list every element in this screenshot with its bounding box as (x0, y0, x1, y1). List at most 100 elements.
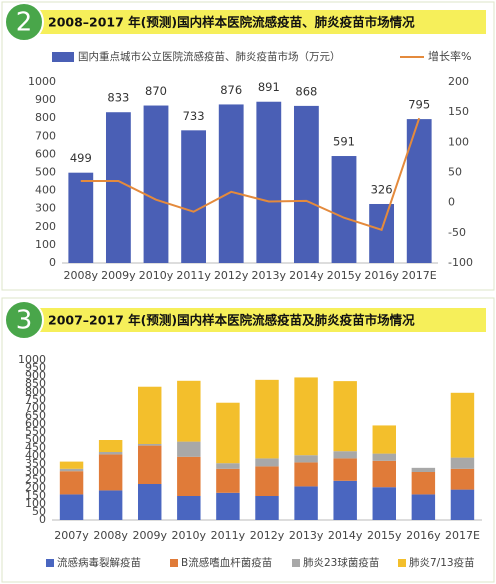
bar-segment (59, 461, 84, 469)
bar-segment (138, 445, 162, 484)
chart-title: 2007–2017 年(预测)国内样本医院流感疫苗及肺炎疫苗市场情况 (48, 313, 415, 328)
value-label: 876 (220, 83, 242, 97)
bar-segment (98, 454, 123, 491)
panel (1, 297, 495, 583)
y-tick-label: 200 (448, 75, 469, 88)
x-tick-label: 2007y (54, 529, 89, 542)
value-label: 833 (107, 91, 129, 105)
chart-title: 2008–2017 年(预测)国内样本医院流感疫苗、肺炎疫苗市场情况 (48, 15, 415, 30)
value-label: 795 (408, 98, 430, 112)
bar-segment (411, 494, 436, 520)
bar-segment (177, 380, 201, 442)
y-tick-label: 900 (25, 369, 46, 382)
bar (105, 112, 131, 264)
badge: 2 (16, 8, 33, 38)
y-tick-label: 700 (35, 129, 56, 142)
y-tick-label: 600 (25, 417, 46, 430)
bar-segment (372, 425, 396, 454)
legend-label: 增长率% (428, 49, 471, 63)
bar-segment (255, 458, 279, 467)
bar-segment (294, 455, 318, 463)
y-tick-label: 850 (25, 377, 46, 390)
y-tick-label: 800 (25, 385, 46, 398)
bar-segment (450, 457, 475, 469)
x-tick-label: 2015y (327, 269, 362, 282)
bar-segment (98, 490, 123, 520)
bar-segment (138, 386, 162, 444)
y-tick-label: -50 (448, 226, 466, 239)
x-tick-label: 2010y (139, 269, 174, 282)
value-label: 891 (258, 80, 280, 94)
bar (256, 101, 282, 263)
badge-circle (4, 300, 44, 340)
x-tick-label: 2017E (445, 529, 480, 542)
badge-circle (4, 2, 44, 42)
bar (331, 156, 357, 263)
bar-segment (333, 451, 357, 459)
value-label: 591 (333, 135, 355, 149)
y-tick-label: 800 (35, 111, 56, 124)
bar (369, 203, 395, 263)
y-tick-label: 650 (25, 409, 46, 422)
y-tick-label: -100 (448, 256, 473, 269)
legend-label: 肺炎7/13疫苗 (409, 556, 475, 569)
legend-label: 国内重点城市公立医院流感疫苗、肺炎疫苗市场（万元） (78, 50, 341, 63)
x-tick-label: 2012y (250, 529, 285, 542)
x-tick-label: 2009y (101, 269, 136, 282)
y-tick-label: 350 (25, 457, 46, 470)
legend-label: B流感嗜血杆菌疫苗 (181, 556, 272, 569)
bar-segment (216, 468, 240, 493)
bar (293, 105, 319, 263)
bar-segment (177, 496, 201, 520)
bar-segment (450, 392, 475, 458)
y-tick-label: 250 (25, 473, 46, 486)
bar-segment (411, 472, 436, 495)
x-tick-label: 2013y (252, 269, 287, 282)
x-tick-label: 2012y (214, 269, 249, 282)
bar-segment (216, 402, 240, 464)
y-tick-label: 400 (25, 449, 46, 462)
y-tick-label: 500 (35, 166, 56, 179)
value-label: 733 (183, 109, 205, 123)
x-tick-label: 2016y (406, 529, 441, 542)
value-label: 326 (371, 182, 393, 196)
bar-segment (372, 460, 396, 488)
y-tick-label: 100 (25, 497, 46, 510)
legend-swatch (46, 559, 54, 567)
y-tick-label: 50 (32, 505, 46, 518)
legend-swatch (398, 559, 406, 567)
bar-segment (177, 456, 201, 496)
badge: 3 (16, 306, 33, 336)
y-tick-label: 0 (39, 513, 46, 526)
y-tick-label: 1000 (28, 75, 56, 88)
bar (406, 119, 432, 263)
legend-label: 流感病毒裂解疫苗 (57, 556, 141, 569)
y-tick-label: 0 (49, 256, 56, 269)
bar-segment (294, 462, 318, 487)
legend-label: 肺炎23球菌疫苗 (303, 556, 379, 569)
bar-segment (138, 484, 162, 520)
bar-segment (98, 452, 123, 455)
x-tick-label: 2008y (64, 269, 99, 282)
bar (143, 105, 169, 263)
x-tick-label: 2013y (289, 529, 324, 542)
bar-segment (411, 467, 436, 472)
bar-segment (294, 377, 318, 456)
y-tick-label: 200 (35, 220, 56, 233)
y-tick-label: 450 (25, 441, 46, 454)
x-tick-label: 2016y (364, 269, 399, 282)
y-tick-label: 0 (448, 196, 455, 209)
y-tick-label: 950 (25, 361, 46, 374)
x-tick-label: 2011y (211, 529, 246, 542)
y-tick-label: 550 (25, 425, 46, 438)
y-tick-label: 300 (25, 465, 46, 478)
y-tick-label: 300 (35, 202, 56, 215)
bar-segment (59, 494, 84, 520)
y-tick-label: 400 (35, 184, 56, 197)
bar-segment (333, 480, 357, 520)
bar-segment (255, 379, 279, 459)
y-tick-label: 700 (25, 401, 46, 414)
bar-segment (255, 496, 279, 520)
line (80, 117, 421, 232)
